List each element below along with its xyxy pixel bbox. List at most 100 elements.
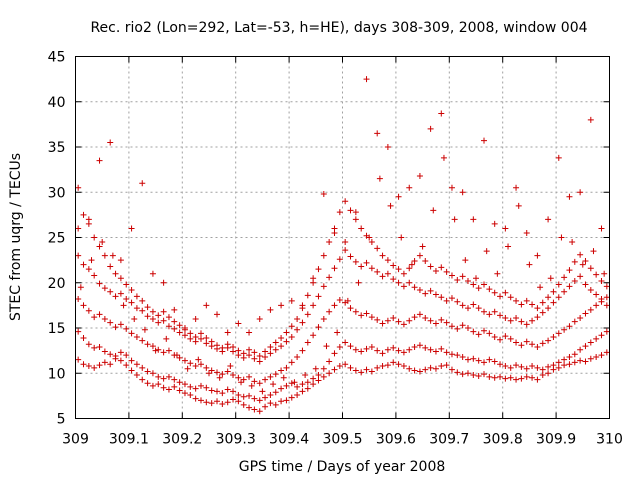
data-point — [395, 193, 402, 200]
data-point — [294, 391, 301, 398]
data-point — [195, 356, 202, 363]
data-point — [326, 239, 333, 246]
data-point — [374, 347, 381, 354]
y-tick-label: 35 — [48, 140, 66, 156]
data-point — [251, 378, 258, 385]
data-point — [155, 312, 162, 319]
data-point — [352, 209, 359, 216]
y-tick-label: 45 — [48, 50, 66, 66]
data-point — [513, 376, 520, 383]
data-point — [598, 277, 605, 284]
data-point — [486, 330, 493, 337]
data-point — [416, 342, 423, 349]
data-point — [187, 335, 194, 342]
data-point — [566, 267, 573, 274]
data-point — [224, 368, 231, 375]
data-point — [507, 294, 514, 301]
data-point — [187, 330, 194, 337]
data-point — [400, 363, 407, 370]
data-point — [283, 382, 290, 389]
data-point — [133, 361, 140, 368]
data-point — [230, 388, 237, 395]
data-point — [534, 344, 541, 351]
data-point — [363, 310, 370, 317]
data-point — [390, 315, 397, 322]
data-point — [603, 283, 610, 290]
data-point — [545, 370, 552, 377]
data-point — [144, 313, 151, 320]
data-point — [448, 366, 455, 373]
data-point — [507, 335, 514, 342]
data-point — [315, 372, 322, 379]
data-point — [342, 361, 349, 368]
data-point — [515, 202, 522, 209]
data-point — [262, 376, 269, 383]
data-point — [454, 298, 461, 305]
data-point — [352, 308, 359, 315]
data-point — [502, 225, 509, 232]
data-point — [238, 379, 245, 386]
data-point — [347, 364, 354, 371]
data-point — [390, 262, 397, 269]
data-point — [358, 263, 365, 270]
data-point — [550, 288, 557, 295]
data-point — [523, 338, 530, 345]
data-point — [75, 184, 82, 191]
y-tick-label: 15 — [48, 321, 66, 337]
data-point — [438, 363, 445, 370]
data-point — [155, 319, 162, 326]
data-point — [486, 356, 493, 363]
data-point — [374, 245, 381, 252]
data-point — [491, 358, 498, 365]
data-point — [593, 302, 600, 309]
data-point — [398, 234, 405, 241]
data-point — [141, 326, 148, 333]
data-point — [363, 345, 370, 352]
data-point — [534, 314, 541, 321]
data-point — [481, 281, 488, 288]
data-point — [315, 266, 322, 273]
data-point — [555, 359, 562, 366]
data-point — [566, 353, 573, 360]
data-point — [171, 383, 178, 390]
data-point — [139, 337, 146, 344]
data-point — [88, 257, 95, 264]
data-point — [555, 364, 562, 371]
data-point — [299, 319, 306, 326]
data-point — [149, 370, 156, 377]
data-point — [85, 307, 92, 314]
data-point — [411, 258, 418, 265]
data-point — [203, 399, 210, 406]
data-point — [310, 381, 317, 388]
data-point — [555, 281, 562, 288]
data-point — [107, 351, 114, 358]
data-point — [395, 361, 402, 368]
data-point — [176, 379, 183, 386]
data-point — [358, 369, 365, 376]
data-point — [582, 281, 589, 288]
data-point — [513, 184, 520, 191]
data-point — [432, 348, 439, 355]
data-point — [288, 380, 295, 387]
data-point — [149, 343, 156, 350]
data-point — [497, 312, 504, 319]
x-tick-label: 309.9 — [536, 432, 576, 448]
data-point — [310, 275, 317, 282]
data-point — [123, 325, 130, 332]
data-point — [160, 375, 167, 382]
data-point — [80, 261, 87, 268]
data-point — [529, 374, 536, 381]
data-point — [128, 357, 135, 364]
data-point — [432, 267, 439, 274]
data-point — [320, 365, 327, 372]
data-point — [192, 395, 199, 402]
data-point — [203, 334, 210, 341]
data-point — [85, 216, 92, 223]
data-point — [251, 355, 258, 362]
data-point — [438, 264, 445, 271]
data-point — [197, 361, 204, 368]
data-point — [133, 334, 140, 341]
data-point — [152, 347, 159, 354]
data-point — [547, 275, 554, 282]
data-point — [497, 293, 504, 300]
